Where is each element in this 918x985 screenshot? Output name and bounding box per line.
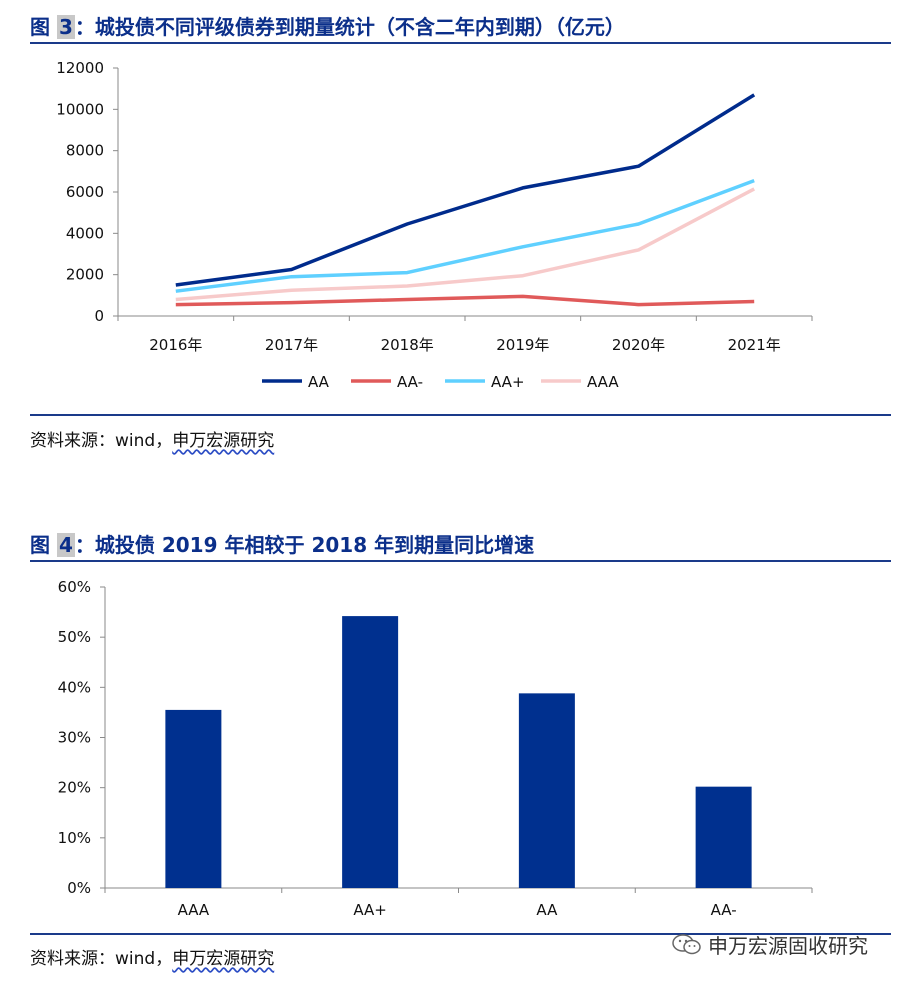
- x-tick-label: 2017年: [265, 336, 318, 354]
- x-tick-label: AA-: [711, 901, 737, 919]
- legend-label-AA-: AA-: [397, 373, 423, 391]
- figure-3-number: 3: [56, 15, 75, 39]
- figure-3-title-text: ：城投债不同评级债券到期量统计（不含二年内到期）（亿元）: [74, 15, 625, 39]
- series-line-AA-: [175, 294, 755, 307]
- figure-4-title-text: ：城投债 2019 年相较于 2018 年到期量同比增速: [74, 533, 535, 557]
- y-tick-label: 0%: [67, 879, 91, 897]
- figure-3-source: 资料来源：wind，申万宏源研究: [30, 426, 274, 451]
- figure-3-top-rule: [30, 42, 891, 44]
- wechat-icon: [672, 933, 701, 954]
- figure-4-label: 图: [30, 533, 50, 557]
- y-tick-label: 50%: [58, 628, 91, 646]
- y-tick-label: 10%: [58, 829, 91, 847]
- figure-3-bottom-rule: [30, 414, 891, 416]
- figure-4-source-company: 申万宏源研究: [172, 949, 275, 969]
- figure-4-title: 图 4 ：城投债 2019 年相较于 2018 年到期量同比增速: [30, 532, 534, 558]
- bar-AAA: [165, 709, 222, 888]
- figure-4-number: 4: [56, 533, 75, 557]
- y-tick-label: 0: [94, 307, 104, 325]
- y-tick-label: 2000: [66, 266, 104, 284]
- y-tick-label: 8000: [66, 142, 104, 160]
- figure-4-source: 资料来源：wind，申万宏源研究: [30, 944, 274, 969]
- figure-3-source-company: 申万宏源研究: [172, 431, 275, 451]
- x-tick-label: AAA: [178, 901, 210, 919]
- x-tick-label: 2019年: [496, 336, 549, 354]
- y-tick-label: 60%: [58, 578, 91, 596]
- y-tick-label: 10000: [56, 100, 104, 118]
- bar-AA-: [695, 786, 752, 888]
- y-tick-label: 4000: [66, 224, 104, 242]
- figure-3-label: 图: [30, 15, 50, 39]
- series-line-AA: [175, 93, 756, 287]
- figure-4-bottom-rule: [30, 933, 891, 935]
- x-tick-label: 2018年: [381, 336, 434, 354]
- legend-label-AA: AA: [308, 373, 330, 391]
- y-tick-label: 12000: [56, 59, 104, 77]
- y-tick-label: 6000: [66, 183, 104, 201]
- y-tick-label: 20%: [58, 779, 91, 797]
- figure-4-top-rule: [30, 560, 891, 562]
- legend-label-AA+: AA+: [491, 373, 525, 391]
- x-tick-label: 2016年: [149, 336, 202, 354]
- figure-4-source-prefix: 资料来源：wind，: [30, 949, 173, 969]
- y-tick-label: 40%: [58, 678, 91, 696]
- line-chart: 0 2000 4000 6000 8000 10000 12000 2016年 2017年 201…: [56, 59, 813, 391]
- bar-chart: 0% 10% 20% 30% 40% 50% 60% AAA AA+ AA AA-: [58, 578, 813, 919]
- x-tick-label: AA+: [353, 901, 387, 919]
- figure-3-title: 图 3 ：城投债不同评级债券到期量统计（不含二年内到期）（亿元）: [30, 14, 625, 40]
- x-tick-label: 2020年: [612, 336, 665, 354]
- y-tick-label: 30%: [58, 729, 91, 747]
- watermark-text: 申万宏源固收研究: [708, 934, 868, 958]
- x-tick-label: 2021年: [728, 336, 781, 354]
- x-tick-label: AA: [536, 901, 558, 919]
- figure-3-source-prefix: 资料来源：wind，: [30, 431, 173, 451]
- watermark: 申万宏源固收研究: [672, 930, 868, 959]
- bar-AA+: [342, 616, 399, 888]
- bar-AA: [518, 693, 575, 888]
- legend-label-AAA: AAA: [587, 373, 619, 391]
- series-line-AA+: [175, 178, 755, 293]
- series-line-AAA: [175, 187, 756, 302]
